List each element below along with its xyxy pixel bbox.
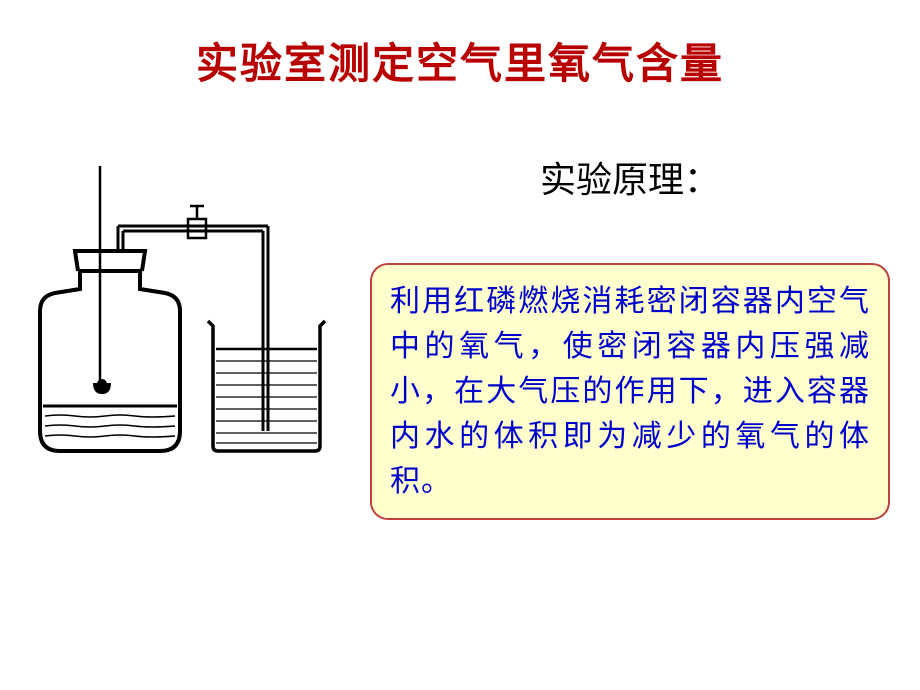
- bottle-water-line3: [45, 435, 175, 437]
- apparatus-diagram: [10, 121, 350, 461]
- principle-heading: 实验原理：: [370, 151, 890, 203]
- principle-box: 利用红磷燃烧消耗密闭容器内空气中的氧气，使密闭容器内压强减小，在大气压的作用下，…: [370, 263, 890, 520]
- stopper: [75, 251, 145, 271]
- phosphorus: [97, 379, 107, 389]
- content-area: 实验原理： 利用红磷燃烧消耗密闭容器内空气中的氧气，使密闭容器内压强减小，在大气…: [0, 121, 920, 520]
- bottle-water-line1: [45, 415, 175, 417]
- principle-text: 利用红磷燃烧消耗密闭容器内空气中的氧气，使密闭容器内压强减小，在大气压的作用下，…: [390, 285, 870, 498]
- bottle-outline: [40, 271, 180, 451]
- text-section: 实验原理： 利用红磷燃烧消耗密闭容器内空气中的氧气，使密闭容器内压强减小，在大气…: [350, 121, 920, 520]
- page-title: 实验室测定空气里氧气含量: [0, 0, 920, 91]
- apparatus-svg: [10, 121, 350, 461]
- bottle-water-line2: [45, 425, 175, 427]
- valve-body: [188, 219, 206, 238]
